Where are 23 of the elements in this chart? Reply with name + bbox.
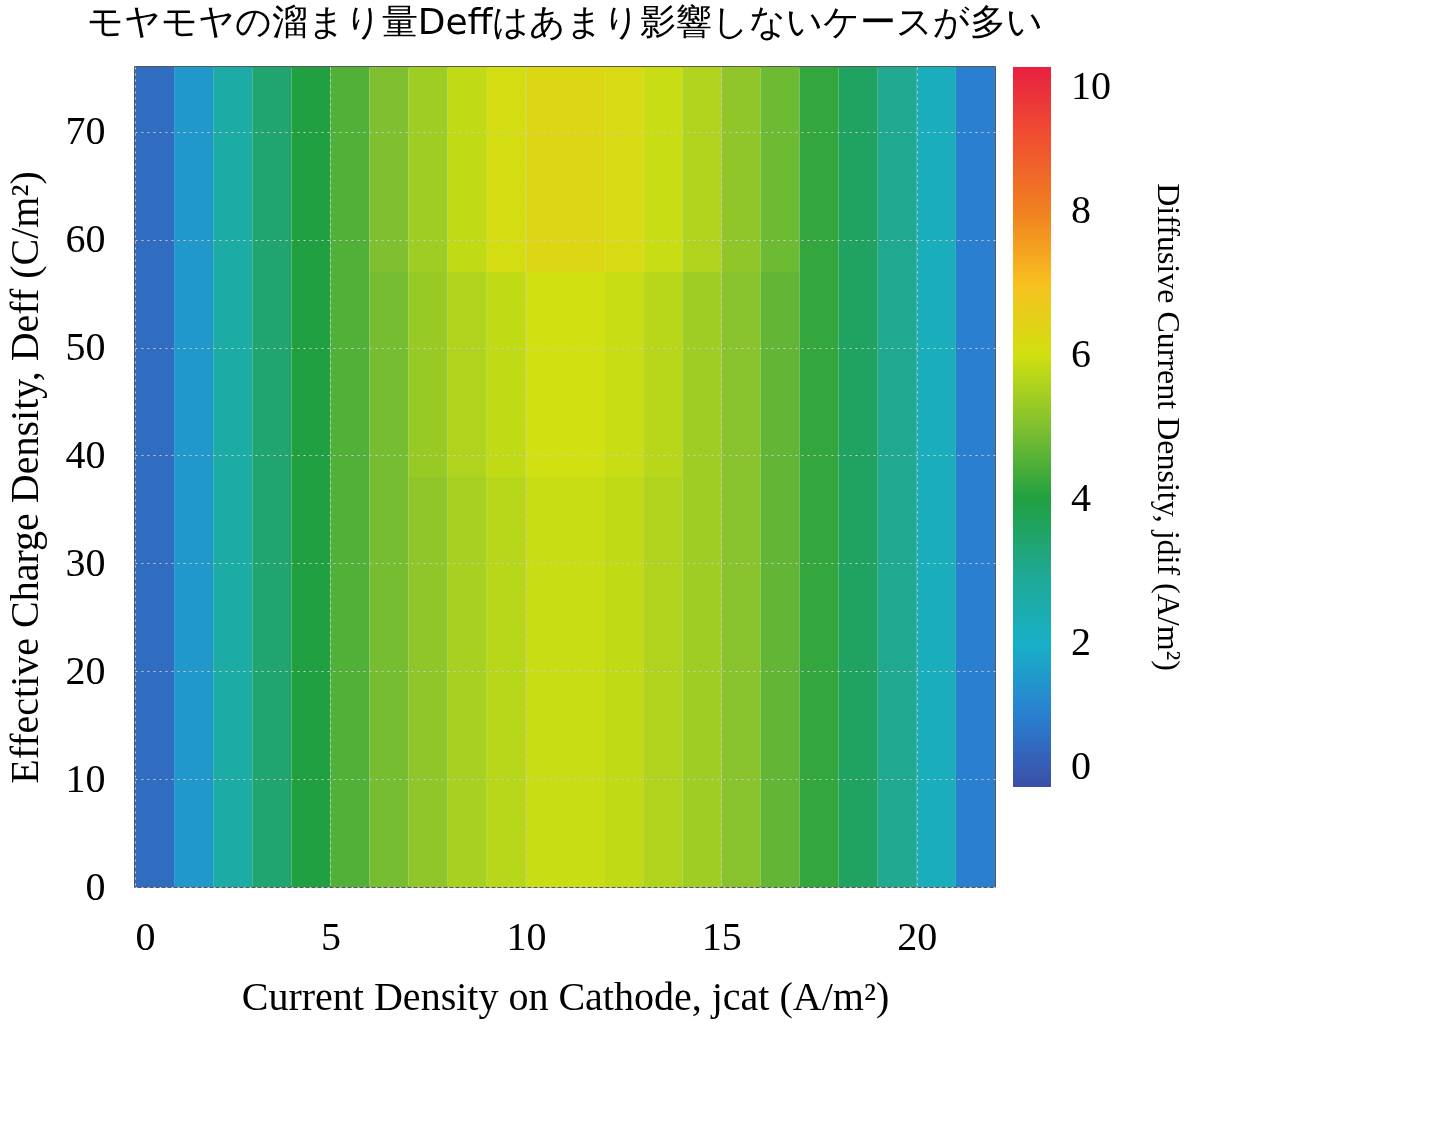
color-bar-label: 0	[1071, 743, 1091, 788]
x-tick-label: 10	[506, 913, 547, 959]
y-axis-title: Effective Charge Density, Deff (C/m²)	[1, 171, 47, 784]
y-tick-label: 70	[65, 108, 106, 154]
color-bar-label: 4	[1071, 475, 1091, 520]
y-tick-label: 60	[65, 216, 106, 262]
y-tick-label: 40	[65, 431, 106, 477]
y-tick-label: 30	[65, 539, 106, 585]
y-tick-label: 0	[85, 863, 106, 909]
x-tick-label: 5	[320, 913, 341, 959]
color-bar-label: 2	[1071, 619, 1091, 664]
color-bar-title: Diffusive Current Density, jdif (A/m²)	[1151, 183, 1187, 671]
y-tick-label: 10	[65, 755, 106, 801]
y-tick-label: 20	[65, 647, 106, 693]
x-tick-label: 15	[701, 913, 742, 959]
color-bar-label: 10	[1071, 63, 1111, 108]
chart-title: モヤモヤの溜まり量Deffはあまり影響しないケースが多い	[86, 1, 1044, 42]
x-axis-title: Current Density on Cathode, jcat (A/m²)	[241, 973, 890, 1019]
x-tick-label: 20	[897, 913, 938, 959]
x-tick-label: 0	[135, 913, 156, 959]
color-bar-label: 6	[1071, 331, 1091, 376]
y-tick-label: 50	[65, 324, 106, 370]
color-bar-label: 8	[1071, 187, 1091, 232]
